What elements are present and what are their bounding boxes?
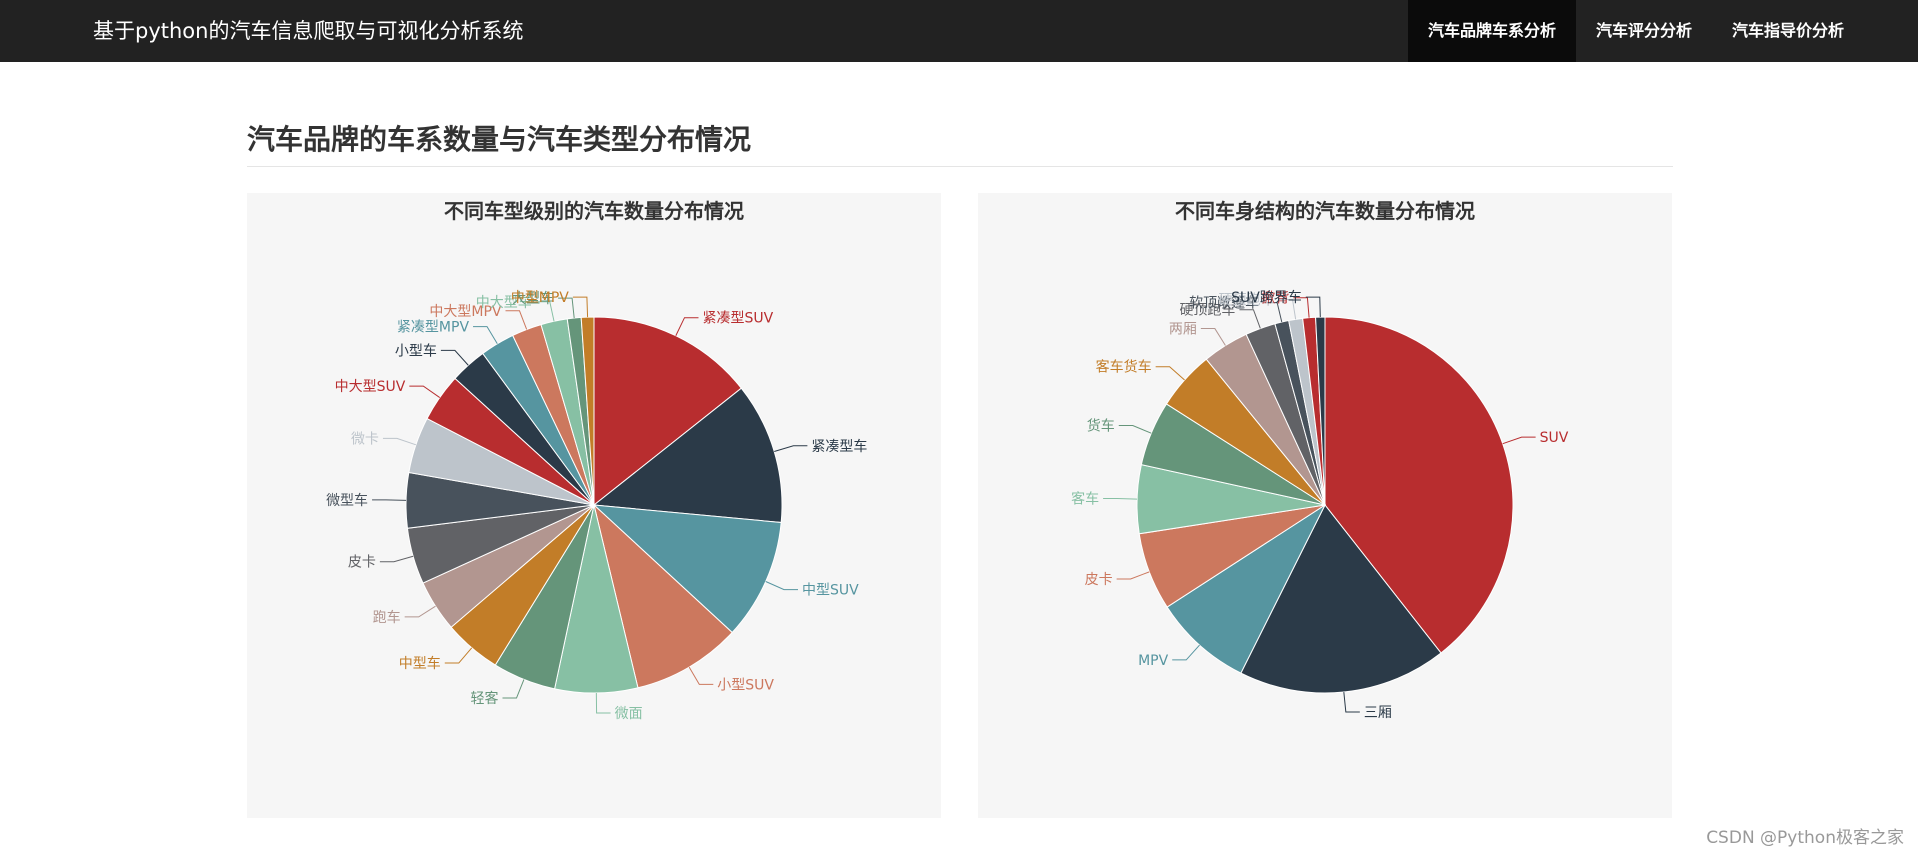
pie-label-line (440, 349, 469, 366)
pie-label-line (774, 445, 808, 452)
pie-label: 客车 (1071, 490, 1099, 507)
pie-slice[interactable] (1240, 504, 1442, 694)
pie-label-line (1200, 328, 1226, 346)
pie-label: MPV (1138, 653, 1169, 669)
pie-label: 两厢 (1169, 322, 1197, 338)
pie-label-line (1172, 644, 1200, 661)
pie-chart-body-structure: 不同车身结构的汽车数量分布情况 SUV三厢MPV皮卡客车货车客车货车两厢硬顶跑车… (1071, 199, 1569, 721)
pie-label: 紧凑型车 (811, 438, 867, 455)
pie-slice[interactable] (593, 316, 742, 507)
pie-label-line (505, 310, 528, 330)
pie-label-line (379, 555, 414, 563)
pie-label-line (688, 666, 714, 685)
chart-panel-body-structure: 不同车身结构的汽车数量分布情况 SUV 三厢 MPV 皮卡 客车 货车 客车货车 两厢 硬顶跑车… (978, 193, 1672, 818)
pie-label-line (1343, 692, 1360, 713)
pie-label: 微面 (615, 706, 643, 722)
pie-label: 微卡 (351, 431, 379, 447)
pie-label-line (502, 679, 525, 699)
pie-label: 紧凑型SUV (702, 310, 773, 327)
main-nav: 汽车品牌车系分析 汽车评分分析 汽车指导价分析 (1407, 0, 1918, 62)
pie-label-line (1239, 309, 1261, 329)
pie-label: 小型车 (395, 342, 437, 359)
pie-label-line (1116, 571, 1150, 580)
pie-label-line (1293, 297, 1310, 318)
app-brand[interactable]: 基于python的汽车信息爬取与可视化分析系统 (93, 19, 524, 43)
pie-label: 货车 (1087, 418, 1115, 435)
top-navbar: 基于python的汽车信息爬取与可视化分析系统 汽车品牌车系分析 汽车评分分析 … (0, 0, 1918, 62)
pie-label-line (444, 647, 473, 664)
pie-label-line (1118, 425, 1152, 434)
watermark: CSDN @Python极客之家 (1706, 828, 1904, 848)
nav-brand-series-analysis[interactable]: 汽车品牌车系分析 (1407, 0, 1576, 62)
pie-slices (1136, 316, 1514, 694)
pie-label: 硬顶跑车 (1179, 302, 1235, 319)
pie-label: 微型车 (326, 492, 368, 509)
pie-label: 三厢 (1364, 705, 1392, 721)
nav-rating-analysis[interactable]: 汽车评分分析 (1595, 21, 1692, 40)
pie-label: 皮卡 (1085, 572, 1113, 588)
pie-label-line (409, 385, 441, 398)
pie-label: 皮卡 (348, 555, 376, 571)
pie-label-line (1155, 366, 1185, 381)
pie-label-line (558, 297, 575, 319)
pie-label-line (404, 605, 436, 618)
pie-label: 大型车 (512, 290, 554, 307)
nav-guide-price-analysis[interactable]: 汽车指导价分析 (1731, 21, 1844, 40)
pie-label-line (1278, 299, 1297, 320)
title-divider (247, 166, 1673, 167)
pie-label-line (1502, 436, 1536, 445)
pie-label: 中大型MPV (429, 304, 502, 320)
pie-slice[interactable] (1166, 503, 1327, 674)
pie-label: 中型MPV (511, 290, 570, 306)
pie-label-line (382, 437, 417, 446)
pie-label: 客车货车 (1096, 359, 1152, 376)
pie-label: 小型SUV (717, 677, 774, 693)
chart-title-model-level: 不同车型级别的汽车数量分布情况 (444, 199, 744, 223)
pie-slice[interactable] (592, 504, 782, 634)
pie-label: 软顶敞篷车 (1189, 295, 1259, 312)
pie-label: 中大型SUV (335, 379, 406, 395)
pie-label: 跑车 (373, 609, 401, 626)
pie-label-line (535, 301, 555, 322)
pie-labels: SUV三厢MPV皮卡客车货车客车货车两厢硬顶跑车软顶敞篷车硬顶跑车掀背SUV跨界… (1071, 289, 1569, 721)
pie-label: SUV (1540, 430, 1569, 446)
page-title: 汽车品牌的车系数量与汽车类型分布情况 (247, 123, 752, 156)
pie-label-line (595, 692, 611, 714)
pie-slice[interactable] (592, 387, 783, 524)
pie-slice[interactable] (1315, 316, 1326, 506)
pie-label-line (572, 296, 589, 318)
pie-label-line (1305, 296, 1321, 318)
pie-label: SUV跨界车 (1231, 289, 1302, 306)
pie-label-line (765, 581, 798, 591)
pie-slice[interactable] (593, 503, 733, 689)
pie-label: 轻客 (470, 690, 498, 707)
chart-title-body-structure: 不同车身结构的汽车数量分布情况 (1175, 199, 1475, 223)
pie-label-line (473, 326, 498, 345)
pie-label-line (1263, 302, 1283, 323)
pie-label: 中型车 (399, 655, 441, 672)
pie-slice[interactable] (1324, 316, 1514, 654)
pie-label: 硬顶跑车 (1219, 292, 1275, 309)
pie-label-line (1103, 497, 1138, 500)
pie-slices (405, 316, 783, 694)
pie-label: 掀背 (1261, 291, 1289, 307)
pie-label: 中型SUV (802, 583, 859, 599)
pie-label: 中大型车 (476, 294, 532, 311)
pie-label-line (675, 317, 699, 336)
pie-label: 紧凑型MPV (397, 319, 470, 336)
chart-panel-model-level: 不同车型级别的汽车数量分布情况 紧凑型SUV 紧凑型车中型SUV 小型SUV 微面 轻客… (247, 193, 941, 818)
